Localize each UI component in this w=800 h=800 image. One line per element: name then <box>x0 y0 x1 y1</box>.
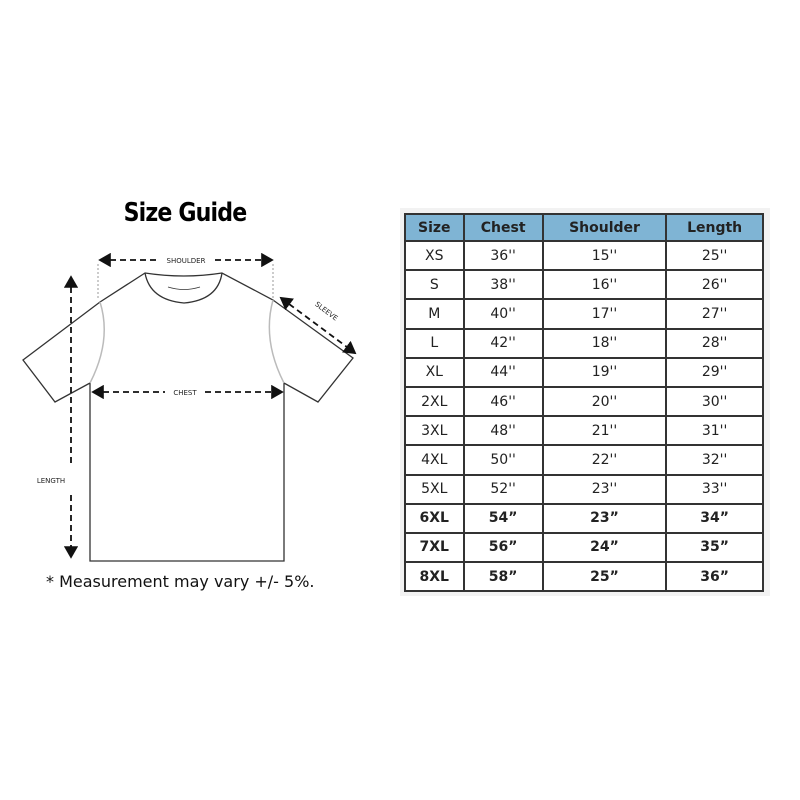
cell-chest: 42'' <box>462 327 544 359</box>
cell-length: 32'' <box>665 444 764 476</box>
cell-size: 5XL <box>404 473 465 505</box>
cell-length: 28'' <box>665 327 764 359</box>
cell-chest: 56” <box>462 531 544 564</box>
table-row: XS 36'' 15'' 25'' <box>404 239 764 272</box>
size-guide-title: Size Guide <box>123 198 248 228</box>
cell-length: 34” <box>665 502 764 534</box>
cell-chest: 40'' <box>462 298 544 330</box>
cell-size: 8XL <box>404 561 465 593</box>
table-row: 3XL 48'' 21'' 31'' <box>404 415 764 447</box>
cell-length: 27'' <box>665 298 764 330</box>
table-row: S 38'' 16'' 26'' <box>404 269 764 301</box>
table-row: 8XL 58” 25” 36” <box>404 561 764 593</box>
cell-shoulder: 19'' <box>541 356 668 388</box>
cell-chest: 50'' <box>462 444 544 476</box>
cell-shoulder: 18'' <box>541 327 668 359</box>
cell-size: XS <box>404 239 465 272</box>
header-size: Size <box>404 213 465 242</box>
cell-shoulder: 25” <box>541 561 668 593</box>
cell-shoulder: 17'' <box>541 298 668 330</box>
cell-shoulder: 23'' <box>541 473 668 505</box>
size-table: Size Chest Shoulder Length XS 36'' 15'' 25'… <box>404 213 764 593</box>
cell-size: 4XL <box>404 444 465 476</box>
cell-shoulder: 16'' <box>541 269 668 301</box>
cell-length: 26'' <box>665 269 764 301</box>
cell-chest: 54” <box>462 502 544 534</box>
table-row: M 40'' 17'' 27'' <box>404 298 764 330</box>
cell-length: 31'' <box>665 415 764 447</box>
cell-chest: 48'' <box>462 415 544 447</box>
cell-shoulder: 24” <box>541 531 668 564</box>
cell-shoulder: 22'' <box>541 444 668 476</box>
cell-length: 25'' <box>665 239 764 272</box>
header-chest: Chest <box>462 213 544 242</box>
length-label: LENGTH <box>37 477 65 485</box>
header-shoulder: Shoulder <box>541 213 668 242</box>
sleeve-arrow <box>279 296 357 355</box>
cell-size: S <box>404 269 465 301</box>
cell-size: 3XL <box>404 415 465 447</box>
size-chart: Size Chest Shoulder Length XS 36'' 15'' 25'… <box>400 208 770 596</box>
cell-length: 33'' <box>665 473 764 505</box>
tshirt-diagram: SHOULDER CHEST LENGTH SLEEVE <box>22 252 357 562</box>
cell-chest: 36'' <box>462 239 544 272</box>
cell-size: 2XL <box>404 385 465 418</box>
cell-size: 7XL <box>404 531 465 564</box>
header-length: Length <box>665 213 764 242</box>
cell-chest: 46'' <box>462 385 544 418</box>
cell-size: 6XL <box>404 502 465 534</box>
sleeve-label: SLEEVE <box>313 300 339 322</box>
cell-length: 36” <box>665 561 764 593</box>
cell-shoulder: 20'' <box>541 385 668 418</box>
chest-label: CHEST <box>173 389 197 397</box>
cell-shoulder: 21'' <box>541 415 668 447</box>
measurement-note: * Measurement may vary +/- 5%. <box>46 572 315 591</box>
cell-size: XL <box>404 356 465 388</box>
tshirt-outline <box>22 272 354 562</box>
cell-shoulder: 15'' <box>541 239 668 272</box>
cell-size: L <box>404 327 465 359</box>
cell-chest: 52'' <box>462 473 544 505</box>
table-row: XL 44'' 19'' 29'' <box>404 356 764 388</box>
shoulder-label: SHOULDER <box>167 257 206 265</box>
table-row: 2XL 46'' 20'' 30'' <box>404 385 764 418</box>
cell-shoulder: 23” <box>541 502 668 534</box>
table-row: 5XL 52'' 23'' 33'' <box>404 473 764 505</box>
table-row: 7XL 56” 24” 35” <box>404 531 764 564</box>
cell-length: 29'' <box>665 356 764 388</box>
cell-chest: 58” <box>462 561 544 593</box>
cell-length: 35” <box>665 531 764 564</box>
cell-length: 30'' <box>665 385 764 418</box>
cell-chest: 38'' <box>462 269 544 301</box>
table-row: L 42'' 18'' 28'' <box>404 327 764 359</box>
table-header-row: Size Chest Shoulder Length <box>404 213 764 242</box>
table-row: 4XL 50'' 22'' 32'' <box>404 444 764 476</box>
table-row: 6XL 54” 23” 34” <box>404 502 764 534</box>
cell-size: M <box>404 298 465 330</box>
cell-chest: 44'' <box>462 356 544 388</box>
